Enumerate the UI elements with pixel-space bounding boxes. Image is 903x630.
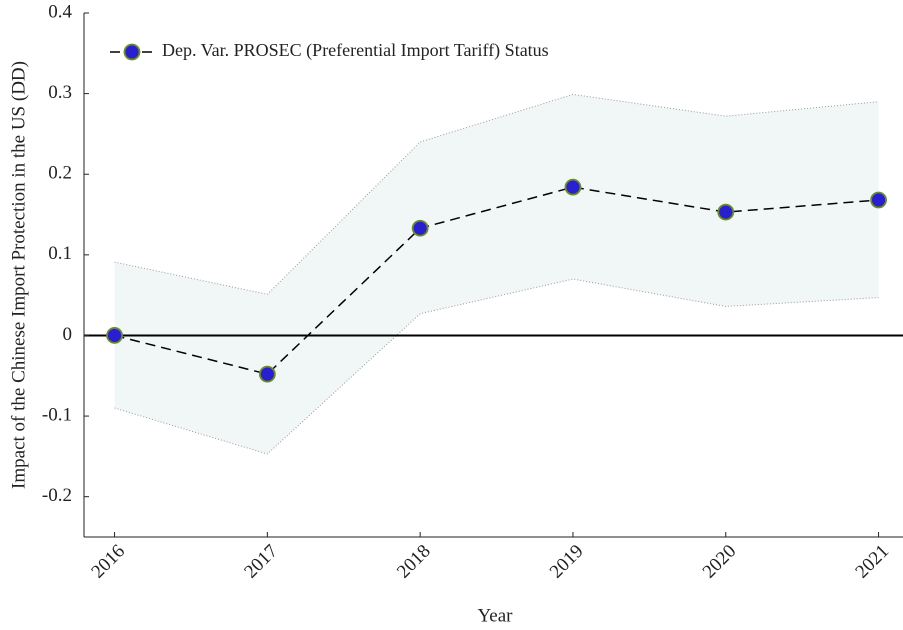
x-tick-label: 2021 xyxy=(851,541,893,583)
y-tick-label: -0.1 xyxy=(42,404,72,425)
band-edge xyxy=(114,278,879,455)
x-tick-label: 2020 xyxy=(699,541,741,583)
x-tick-label: 2016 xyxy=(87,541,129,583)
data-point xyxy=(258,365,276,383)
y-tick-label: 0 xyxy=(63,324,73,345)
y-tick-label: 0.3 xyxy=(48,82,72,103)
y-tick-label: 0.1 xyxy=(48,243,72,264)
series-line xyxy=(114,186,879,375)
legend-label: Dep. Var. PROSEC (Preferential Import Ta… xyxy=(162,40,549,61)
data-point xyxy=(564,178,582,196)
band-edge xyxy=(114,93,879,295)
data-point xyxy=(106,327,123,344)
confidence-band xyxy=(114,94,879,454)
x-tick-label: 2018 xyxy=(393,541,435,583)
x-tick-label: 2017 xyxy=(240,541,282,583)
data-point xyxy=(411,219,429,237)
data-point xyxy=(870,191,887,209)
y-tick-label: 0.4 xyxy=(48,1,72,22)
legend-marker xyxy=(123,43,141,61)
data-point xyxy=(717,203,735,221)
y-axis-label: Impact of the Chinese Import Protection … xyxy=(8,61,29,489)
y-tick-label: -0.2 xyxy=(42,485,72,506)
x-tick-label: 2019 xyxy=(546,541,588,583)
x-axis-label: Year xyxy=(477,605,513,626)
y-tick-label: 0.2 xyxy=(48,163,72,184)
